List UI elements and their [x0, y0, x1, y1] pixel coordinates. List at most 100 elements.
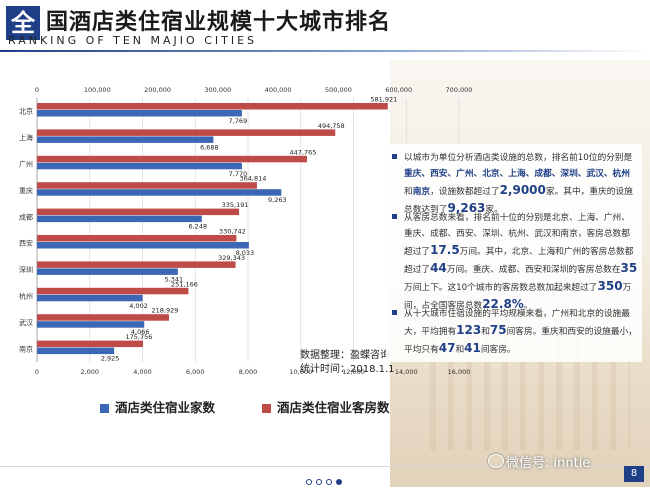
bar-rooms-value-label: 335,191: [222, 201, 249, 209]
top-axis-tick-label: 600,000: [385, 86, 412, 94]
bar-rooms: [37, 261, 236, 268]
bar-hotels: [37, 321, 145, 328]
header-divider: [0, 50, 650, 52]
note-run: 以城市为单位分析酒店类设施的总数，排名前10位的分别是: [404, 153, 633, 163]
city-label: 西安: [19, 239, 33, 248]
city-label: 广州: [19, 160, 33, 169]
city-label: 上海: [19, 133, 33, 142]
note-highlight: 南京: [412, 187, 431, 197]
bar-rooms: [37, 103, 388, 110]
note-paragraph: 从十大城市住宿设施的平均规模来看，广州和北京的设施最大，平均拥有123和75间客…: [392, 306, 638, 358]
top-axis-tick-label: 500,000: [325, 86, 352, 94]
legend-swatch-hotels: [100, 404, 109, 413]
pager-dot[interactable]: [326, 479, 332, 485]
bar-rooms: [37, 314, 169, 321]
note-highlight: 350: [597, 279, 623, 293]
pager-dot[interactable]: [336, 479, 342, 485]
note-highlight: 47: [438, 341, 456, 355]
notes-panel: [386, 144, 642, 362]
bar-hotels: [37, 110, 242, 117]
pager-dot[interactable]: [316, 479, 322, 485]
page-title: 国酒店类住宿业规模十大城市排名: [46, 10, 392, 35]
note-bullet-icon: [392, 214, 397, 219]
note-highlight: 35: [620, 261, 638, 275]
top-axis-tick-label: 100,000: [84, 86, 111, 94]
note-run: 从客房总数来看，排名前十位的分别是北京、上海、广州、重庆、成都、西安、深圳、杭州…: [404, 213, 630, 257]
legend-item-hotels: 酒店类住宿业家数: [100, 397, 215, 416]
note-run: 万间，占全国客房总数: [404, 283, 632, 311]
top-axis-tick-label: 300,000: [204, 86, 231, 94]
bar-rooms: [37, 340, 143, 348]
note-run: 家。其中，重庆的设施总数达到了: [404, 187, 633, 215]
city-label: 重庆: [19, 186, 33, 195]
bar-hotels-value-label: 6,248: [188, 223, 207, 231]
bar-rooms-value-label: 330,742: [219, 228, 246, 236]
note-highlight: 41: [464, 341, 481, 355]
bar-hotels: [37, 215, 202, 223]
top-axis-tick-label: 700,000: [446, 86, 473, 94]
legend-label-rooms: 酒店类住宿业客房数: [277, 400, 390, 415]
bar-hotels-value-label: 4,066: [131, 328, 150, 336]
bar-hotels: [37, 136, 214, 143]
bar-hotels-value-label: 9,263: [268, 196, 287, 204]
top-axis-tick-label: 0: [35, 86, 39, 94]
legend-swatch-rooms: [262, 404, 271, 413]
bar-rooms-value-label: 175,756: [126, 333, 153, 341]
bottom-axis-tick-label: 6,000: [186, 368, 205, 376]
bar-rooms-value-label: 364,814: [239, 175, 266, 183]
legend-label-hotels: 酒店类住宿业家数: [115, 400, 216, 415]
note-paragraph: 以城市为单位分析酒店类设施的总数，排名前10位的分别是重庆、西安、广州、北京、上…: [392, 150, 638, 218]
bottom-axis-tick-label: 16,000: [448, 368, 471, 376]
top-axis-tick-label: 400,000: [265, 86, 292, 94]
city-label: 北京: [19, 107, 33, 116]
note-run: 万间上下。这10个城市的客房数总数加起来超过了: [404, 283, 598, 293]
note-bullet-icon: [392, 154, 397, 159]
page-header: 全 国酒店类住宿业规模十大城市排名 RANKING OF TEN MAJIO C…: [0, 0, 650, 56]
city-label: 深圳: [19, 265, 33, 274]
bar-rooms: [37, 155, 307, 163]
note-highlight: 重庆、西安、广州、北京、上海、成都、深圳、武汉、杭州: [404, 169, 630, 179]
note-run: ，设施数都超过了: [430, 187, 500, 197]
note-run: 间客房。: [480, 345, 516, 355]
note-text: 从十大城市住宿设施的平均规模来看，广州和北京的设施最大，平均拥有123和75间客…: [404, 306, 638, 358]
city-label: 杭州: [19, 292, 33, 301]
top-axis-tick-label: 200,000: [144, 86, 171, 94]
source-line: 数据整理：盈蝶咨询: [300, 350, 390, 361]
note-run: 和: [481, 327, 490, 337]
note-text: 从客房总数来看，排名前十位的分别是北京、上海、广州、重庆、成都、西安、深圳、杭州…: [404, 210, 638, 314]
bar-hotels: [37, 162, 242, 170]
slide-pager: [306, 470, 346, 489]
legend-item-rooms: 酒店类住宿业客房数: [262, 397, 390, 416]
ranking-bar-chart: 0 100,000 200,000 300,000 400,000 500,000 600,…: [19, 86, 473, 376]
bottom-axis-tick-label: 12,000: [342, 368, 365, 376]
bottom-axis-tick-label: 0: [35, 368, 39, 376]
bar-rooms-value-label: 329,343: [218, 254, 245, 262]
note-run: 家。: [485, 205, 503, 215]
wechat-icon: [488, 454, 504, 468]
stat-date-line: 统计时间：2018.1.1: [300, 364, 395, 375]
bar-rooms: [37, 287, 189, 295]
city-label: 南京: [19, 344, 33, 353]
bar-hotels: [37, 268, 178, 275]
note-highlight: 123: [456, 323, 482, 337]
bar-rooms: [37, 235, 237, 242]
bar-hotels: [37, 189, 282, 196]
bar-rooms-value-label: 218,929: [152, 307, 179, 315]
note-highlight: 22.8%: [482, 297, 524, 311]
page-number: 8: [624, 466, 644, 482]
bar-rooms: [37, 208, 240, 216]
bottom-axis-tick-label: 10,000: [289, 368, 312, 376]
bar-hotels: [37, 347, 115, 355]
note-highlight: 44: [430, 261, 447, 275]
bottom-axis-tick-label: 8,000: [239, 368, 258, 376]
bar-hotels: [37, 294, 143, 302]
note-bullet-icon: [392, 310, 397, 315]
pager-dot[interactable]: [306, 479, 312, 485]
bar-hotels-value-label: 8,033: [236, 249, 255, 257]
bar-rooms-value-label: 581,921: [370, 96, 397, 104]
bar-rooms-value-label: 494,758: [318, 122, 345, 130]
bar-hotels-value-label: 4,002: [129, 302, 148, 310]
note-run: 间客房。重庆和西安的设施最小，平均只有: [404, 327, 637, 355]
note-run: 和: [404, 187, 413, 197]
bar-rooms-value-label: 447,765: [289, 148, 316, 156]
